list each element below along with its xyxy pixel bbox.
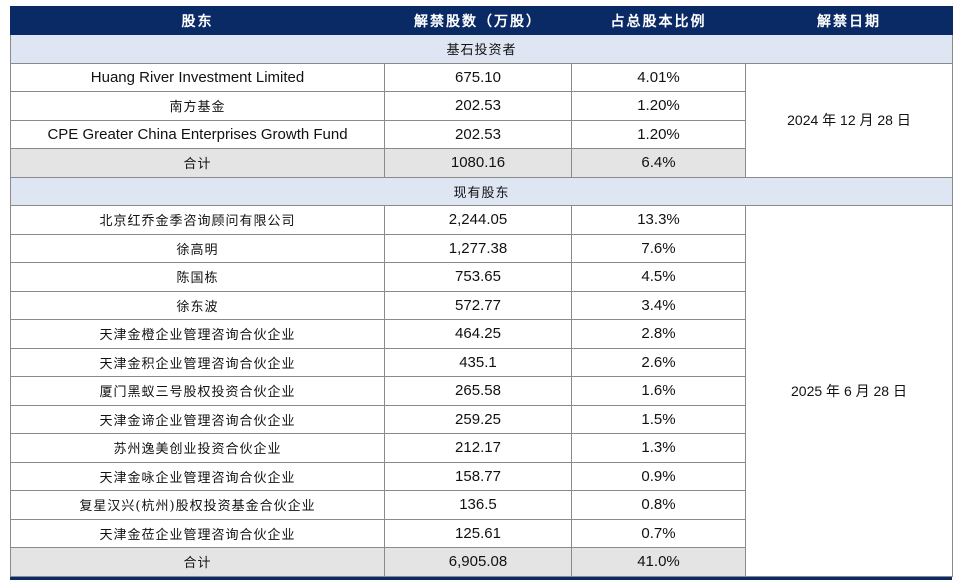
section-row-existing: 现有股东 — [10, 176, 953, 206]
unlock-table-container: 股东 解禁股数（万股） 占总股本比例 解禁日期 基石投资者 Huang Rive… — [10, 6, 953, 580]
share-ratio: 7.6% — [571, 233, 746, 263]
shareholder-name: 厦门黑蚁三号股权投资合伙企业 — [10, 376, 385, 406]
share-ratio: 0.7% — [571, 518, 746, 548]
unlock-shares: 202.53 — [384, 91, 572, 121]
total-row: 合计 1080.16 6.4% — [10, 148, 953, 178]
unlock-shares: 435.1 — [384, 347, 572, 377]
shareholder-name: 苏州逸美创业投资合伙企业 — [10, 433, 385, 463]
total-row: 合计 6,905.08 41.0% — [10, 547, 953, 577]
share-ratio: 3.4% — [571, 290, 746, 320]
unlock-shares: 572.77 — [384, 290, 572, 320]
shareholder-name: 天津金谛企业管理咨询合伙企业 — [10, 404, 385, 434]
unlock-shares: 265.58 — [384, 376, 572, 406]
shareholder-name: 徐高明 — [10, 233, 385, 263]
shareholder-name: CPE Greater China Enterprises Growth Fun… — [10, 119, 385, 149]
shareholder-name: Huang River Investment Limited — [10, 62, 385, 92]
header-unlock-shares: 解禁股数（万股） — [384, 6, 572, 35]
unlock-shares: 259.25 — [384, 404, 572, 434]
shareholder-name: 徐东波 — [10, 290, 385, 320]
unlock-shares: 212.17 — [384, 433, 572, 463]
unlock-shares: 125.61 — [384, 518, 572, 548]
share-ratio: 1.6% — [571, 376, 746, 406]
share-ratio: 1.5% — [571, 404, 746, 434]
shareholder-name: 天津金积企业管理咨询合伙企业 — [10, 347, 385, 377]
unlock-shares: 753.65 — [384, 262, 572, 292]
share-ratio: 4.01% — [571, 62, 746, 92]
shareholder-name: 南方基金 — [10, 91, 385, 121]
total-shares: 1080.16 — [384, 148, 572, 178]
table-row: 陈国栋 753.65 4.5% — [10, 262, 953, 292]
share-ratio: 1.3% — [571, 433, 746, 463]
unlock-shares: 1,277.38 — [384, 233, 572, 263]
unlock-shares: 675.10 — [384, 62, 572, 92]
table-row: 北京红乔金季咨询顾问有限公司 2,244.05 13.3% 2025 年 6 月… — [10, 205, 953, 577]
section-title: 基石投资者 — [10, 34, 953, 64]
table-bottom-rule — [10, 576, 952, 580]
section-row-cornerstone: 基石投资者 — [10, 34, 953, 64]
table-row: 徐高明 1,277.38 7.6% — [10, 233, 953, 263]
table-row: 南方基金 202.53 1.20% — [10, 91, 953, 121]
total-label: 合计 — [10, 148, 385, 178]
table-row: Huang River Investment Limited 675.10 4.… — [10, 62, 953, 178]
total-shares: 6,905.08 — [384, 547, 572, 577]
table-row: 天津金咏企业管理咨询合伙企业 158.77 0.9% — [10, 461, 953, 491]
unlock-shares: 158.77 — [384, 461, 572, 491]
shareholder-name: 复星汉兴(杭州)股权投资基金合伙企业 — [10, 490, 385, 520]
header-share-ratio: 占总股本比例 — [571, 6, 746, 35]
share-ratio: 13.3% — [571, 205, 746, 235]
header-unlock-date: 解禁日期 — [745, 6, 953, 35]
unlock-shares: 202.53 — [384, 119, 572, 149]
unlock-shares: 464.25 — [384, 319, 572, 349]
share-ratio: 0.8% — [571, 490, 746, 520]
unlock-shares: 136.5 — [384, 490, 572, 520]
share-ratio: 2.8% — [571, 319, 746, 349]
header-row: 股东 解禁股数（万股） 占总股本比例 解禁日期 — [10, 6, 953, 35]
shareholder-name: 北京红乔金季咨询顾问有限公司 — [10, 205, 385, 235]
table-row: 徐东波 572.77 3.4% — [10, 290, 953, 320]
share-ratio: 0.9% — [571, 461, 746, 491]
total-ratio: 6.4% — [571, 148, 746, 178]
share-ratio: 1.20% — [571, 119, 746, 149]
section-title: 现有股东 — [10, 176, 953, 206]
unlock-shares: 2,244.05 — [384, 205, 572, 235]
unlock-date: 2025 年 6 月 28 日 — [745, 205, 953, 577]
unlock-date: 2024 年 12 月 28 日 — [745, 62, 953, 178]
total-ratio: 41.0% — [571, 547, 746, 577]
shareholder-name: 天津金橙企业管理咨询合伙企业 — [10, 319, 385, 349]
table-row: 厦门黑蚁三号股权投资合伙企业 265.58 1.6% — [10, 376, 953, 406]
table-row: 天津金橙企业管理咨询合伙企业 464.25 2.8% — [10, 319, 953, 349]
share-ratio: 2.6% — [571, 347, 746, 377]
table-row: CPE Greater China Enterprises Growth Fun… — [10, 119, 953, 149]
header-shareholder: 股东 — [10, 6, 385, 35]
shareholder-name: 天津金莅企业管理咨询合伙企业 — [10, 518, 385, 548]
shareholder-name: 陈国栋 — [10, 262, 385, 292]
share-ratio: 1.20% — [571, 91, 746, 121]
unlock-schedule-table: 股东 解禁股数（万股） 占总股本比例 解禁日期 基石投资者 Huang Rive… — [10, 6, 953, 577]
table-row: 天津金莅企业管理咨询合伙企业 125.61 0.7% — [10, 518, 953, 548]
total-label: 合计 — [10, 547, 385, 577]
share-ratio: 4.5% — [571, 262, 746, 292]
shareholder-name: 天津金咏企业管理咨询合伙企业 — [10, 461, 385, 491]
